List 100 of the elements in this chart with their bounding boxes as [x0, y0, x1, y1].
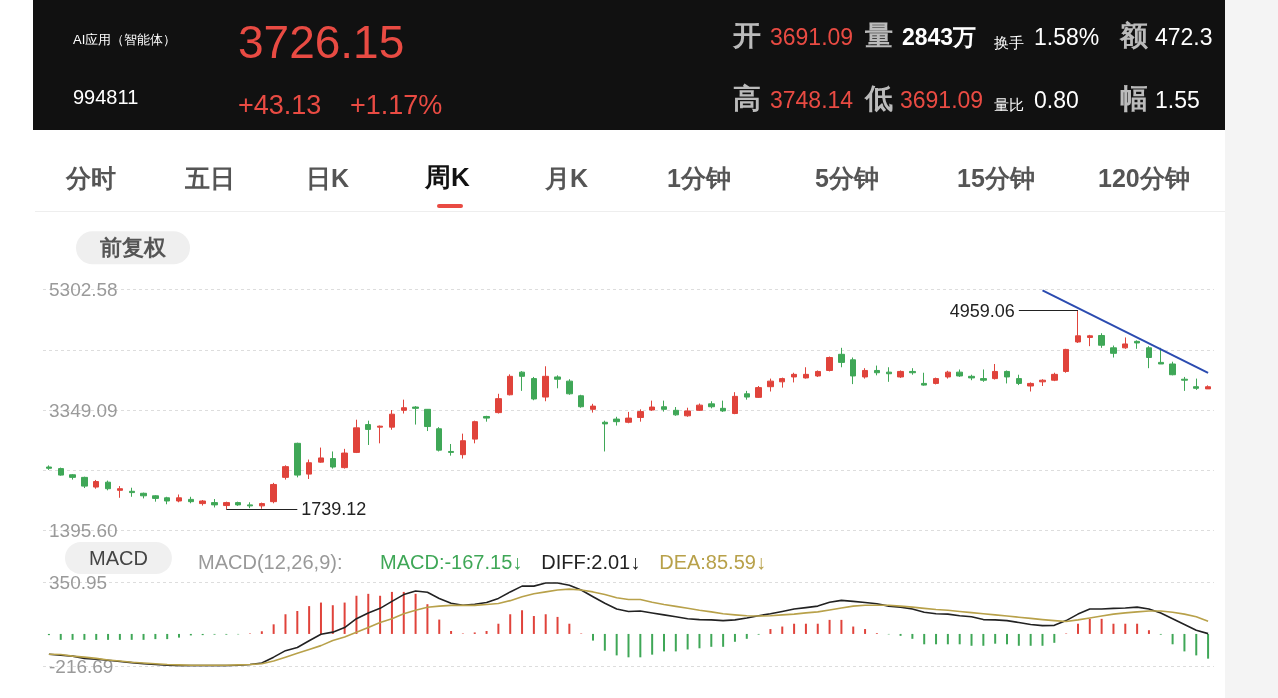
candlestick: [1181, 376, 1188, 392]
text: 量: [865, 19, 893, 53]
bar: [733, 633, 736, 642]
candlestick: [199, 499, 206, 507]
text: 开: [733, 19, 761, 53]
candlestick: [838, 347, 845, 368]
bar: [556, 616, 559, 634]
candlestick: [767, 378, 774, 392]
bar: [450, 630, 453, 634]
text: 994811: [73, 85, 139, 109]
candlestick: [247, 501, 253, 509]
text: 高: [733, 82, 761, 116]
bar: [698, 633, 701, 649]
text: 周K: [425, 162, 470, 193]
bar: [935, 633, 938, 645]
candlestick: [791, 372, 797, 383]
candlestick: [897, 369, 904, 379]
candlestick: [590, 403, 596, 414]
text: 1分钟: [667, 163, 731, 193]
candlestick: [980, 368, 987, 383]
text: 前复权: [76, 231, 190, 265]
bar: [154, 633, 157, 640]
candlestick: [673, 406, 679, 417]
bar: [982, 633, 985, 646]
candlestick: [353, 419, 360, 454]
candlestick: [566, 378, 573, 396]
text: 日K: [306, 163, 350, 193]
candlestick: [1146, 345, 1152, 369]
bar: [745, 633, 748, 639]
bar: [509, 614, 512, 634]
bar: [603, 633, 606, 651]
candlestick: [945, 370, 951, 380]
candlestick: [755, 385, 762, 399]
text: 1.58%: [1034, 23, 1100, 51]
candlestick: [306, 459, 312, 480]
bar: [1017, 633, 1020, 646]
bar: [438, 619, 441, 634]
y-tick-label: 350.95: [49, 571, 108, 593]
bar: [59, 633, 62, 640]
bar: [994, 633, 997, 644]
bar: [485, 630, 488, 634]
bar: [1207, 633, 1210, 659]
candlestick: [933, 377, 939, 385]
candlestick: [46, 464, 52, 471]
candlestick: [826, 356, 833, 372]
text: 月K: [545, 163, 589, 193]
candlestick: [259, 502, 265, 510]
candlestick: [637, 408, 644, 423]
candlestick: [1087, 334, 1093, 347]
bar: [1112, 623, 1115, 634]
bar: [319, 602, 322, 634]
text: 3748.14: [770, 86, 854, 114]
text: AI应用（智能体）: [73, 31, 177, 48]
bar: [402, 591, 405, 634]
bar: [828, 619, 831, 634]
candlestick: [330, 450, 336, 470]
candlestick: [140, 492, 147, 499]
bar: [1029, 633, 1032, 646]
candlestick: [684, 407, 691, 418]
bar: [840, 619, 843, 634]
bar: [532, 616, 535, 634]
candlestick: [850, 357, 856, 385]
bar: [260, 631, 263, 634]
candlestick: [448, 443, 454, 457]
bar: [130, 633, 133, 640]
candlestick: [1039, 378, 1046, 387]
candlestick: [531, 376, 537, 401]
candlestick: [708, 400, 715, 409]
bar: [1053, 633, 1056, 643]
bar: [497, 623, 500, 634]
bar: [544, 614, 547, 634]
bar: [355, 595, 358, 634]
text: 472.3: [1155, 23, 1213, 51]
bar: [1088, 618, 1091, 634]
candlestick: [270, 482, 277, 504]
candlestick: [874, 365, 880, 376]
candlestick: [909, 367, 916, 376]
candlestick: [1158, 347, 1164, 365]
candlestick: [377, 425, 383, 444]
candlestick: [318, 447, 324, 464]
bar: [781, 626, 784, 634]
bar: [1124, 623, 1127, 634]
bar: [852, 626, 855, 634]
bar: [414, 593, 417, 634]
candlestick: [1075, 310, 1081, 344]
candlestick: [282, 464, 289, 481]
bar: [568, 623, 571, 634]
candlestick: [507, 373, 513, 396]
bar: [722, 633, 725, 647]
candlestick: [129, 487, 135, 498]
candlestick: [235, 501, 241, 507]
candlestick: [613, 416, 620, 427]
bar: [107, 633, 110, 640]
candlestick: [956, 368, 963, 378]
text: 低: [865, 82, 893, 116]
bar: [1041, 633, 1044, 646]
candlestick: [188, 496, 194, 504]
bar: [615, 633, 618, 656]
candlestick: [341, 448, 348, 470]
bar: [970, 633, 973, 646]
